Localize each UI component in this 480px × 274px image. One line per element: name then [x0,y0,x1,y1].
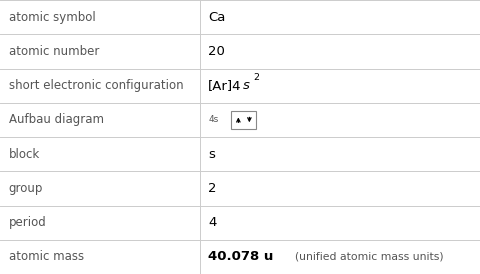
Text: block: block [9,148,40,161]
Text: 40.078 u: 40.078 u [208,250,273,263]
Text: atomic mass: atomic mass [9,250,84,263]
Text: [Ar]4: [Ar]4 [208,79,241,92]
Text: 4s: 4s [208,115,218,124]
Text: group: group [9,182,43,195]
Text: period: period [9,216,46,229]
Text: atomic number: atomic number [9,45,99,58]
Text: 2: 2 [208,182,216,195]
Text: short electronic configuration: short electronic configuration [9,79,183,92]
Bar [231,111,256,129]
Text: (unified atomic mass units): (unified atomic mass units) [287,252,443,262]
Text: s: s [208,148,215,161]
Text: s: s [242,79,249,92]
Text: 20: 20 [208,45,225,58]
Text: 4: 4 [208,216,216,229]
Text: Aufbau diagram: Aufbau diagram [9,113,104,126]
Text: atomic symbol: atomic symbol [9,11,95,24]
Text: 2: 2 [253,73,259,82]
Text: Ca: Ca [208,11,225,24]
